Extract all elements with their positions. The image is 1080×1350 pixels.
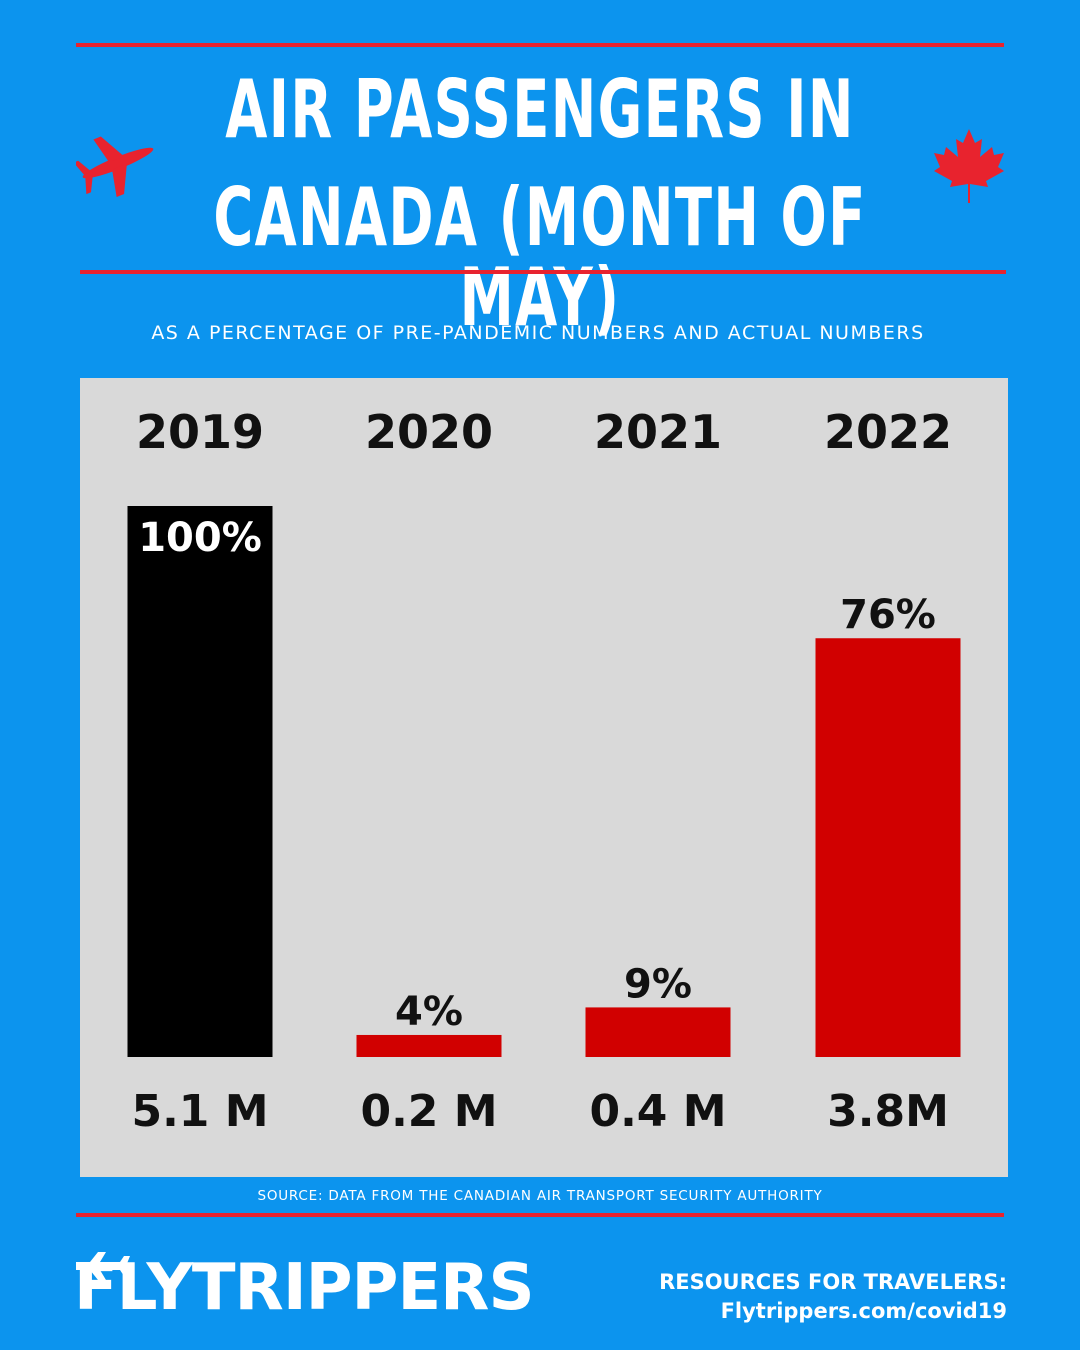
brand-name: FLYTRIPPERS xyxy=(74,1251,535,1325)
chart-title-line-2: CANADA (MONTH OF MAY) xyxy=(213,171,867,344)
resources-link[interactable]: Flytrippers.com/covid19 xyxy=(720,1299,1007,1323)
category-label-2021: 2021 xyxy=(594,405,722,459)
actual-label-2020: 0.2 M xyxy=(360,1086,497,1137)
actual-label-2022: 3.8M xyxy=(827,1086,949,1137)
maple-leaf-icon xyxy=(934,129,1004,203)
category-label-2019: 2019 xyxy=(136,405,264,459)
bar-2019 xyxy=(127,506,273,1057)
flytrippers-logo xyxy=(76,1252,130,1280)
airplane-icon xyxy=(76,136,154,197)
actual-label-2019: 5.1 M xyxy=(131,1086,268,1137)
bar-chart: 2019 100% 5.1 M 2020 4% 0.2 M 2021 9% 0.4 M 2022 7… xyxy=(127,405,961,1137)
resources-block: RESOURCES FOR TRAVELERS: Flytrippers.com… xyxy=(659,1268,1007,1326)
category-label-2020: 2020 xyxy=(365,405,493,459)
bar-2022 xyxy=(815,638,961,1057)
source-note: SOURCE: DATA FROM THE CANADIAN AIR TRANS… xyxy=(257,1188,823,1204)
chart-panel: 2019 100% 5.1 M 2020 4% 0.2 M 2021 9% 0.4 M 2022 7… xyxy=(80,378,1008,1177)
value-label-2021: 9% xyxy=(624,961,692,1007)
footer-divider xyxy=(76,1213,1004,1217)
top-divider xyxy=(76,43,1004,47)
actual-label-2021: 0.4 M xyxy=(589,1086,726,1137)
category-label-2022: 2022 xyxy=(824,405,952,459)
value-label-2022: 76% xyxy=(840,592,936,638)
chart-title-line-1: AIR PASSENGERS IN xyxy=(225,63,855,156)
value-label-2020: 4% xyxy=(395,989,463,1035)
bar-2020 xyxy=(356,1034,502,1057)
resources-label: RESOURCES FOR TRAVELERS: xyxy=(659,1270,1007,1294)
chart-subtitle: AS A PERCENTAGE OF PRE-PANDEMIC NUMBERS … xyxy=(151,322,925,344)
value-label-2019: 100% xyxy=(138,515,262,561)
bar-2021 xyxy=(585,1007,731,1057)
header-divider xyxy=(80,270,1006,274)
